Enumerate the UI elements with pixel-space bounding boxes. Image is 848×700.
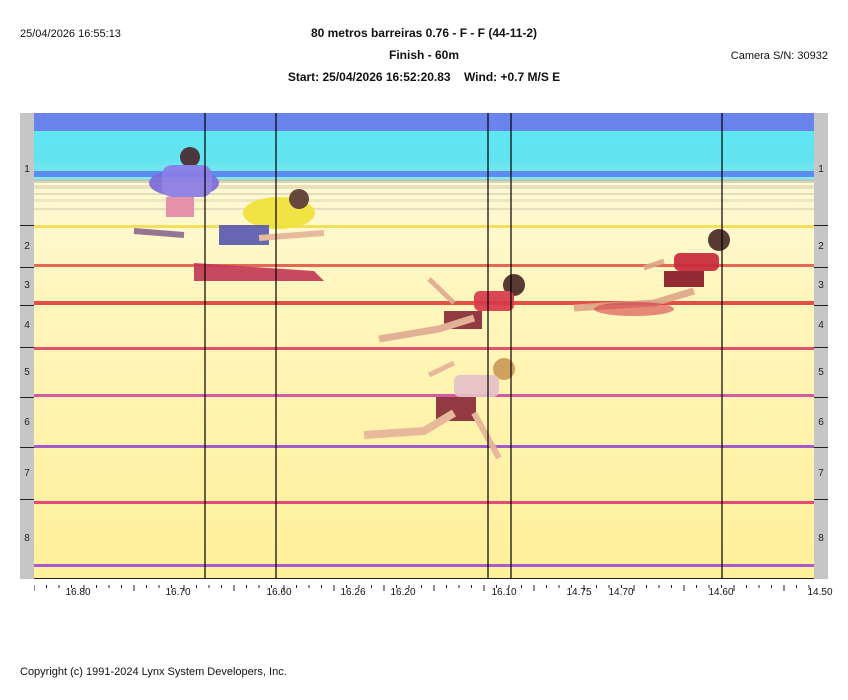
lane-label-2: 2 <box>24 241 30 252</box>
event-title: 80 metros barreiras 0.76 - F - F (44-11-… <box>310 26 538 40</box>
time-label: 16.60 <box>266 587 292 598</box>
lane-tick <box>20 225 34 226</box>
lane-tick <box>814 225 828 226</box>
lane-label-2-right: 2 <box>818 241 824 252</box>
start-time: Start: 25/04/2026 16:52:20.83 <box>287 70 451 84</box>
camera-serial: Camera S/N: 30932 <box>730 50 828 62</box>
lane-label-3: 3 <box>24 280 30 291</box>
lane-label-8-right: 8 <box>818 533 824 544</box>
lane-tick <box>20 305 34 306</box>
lane-label-7-right: 7 <box>818 468 824 479</box>
photo-image <box>34 113 814 579</box>
lane-label-1-right: 1 <box>818 164 824 175</box>
time-label: 16.80 <box>65 587 91 598</box>
time-label: 14.60 <box>708 587 734 598</box>
lane-label-4: 4 <box>24 320 30 331</box>
lane-tick <box>20 347 34 348</box>
ruler-bottom <box>33 578 814 591</box>
lane-label-4-right: 4 <box>818 320 824 331</box>
lane-tick <box>20 447 34 448</box>
time-label: 14.50 <box>807 587 833 598</box>
lane-label-8: 8 <box>24 533 30 544</box>
lane-tick <box>814 267 828 268</box>
wind-reading: Wind: +0.7 M/S E <box>463 70 561 84</box>
lane-tick <box>814 499 828 500</box>
header-datetime: 25/04/2026 16:55:13 <box>20 28 121 40</box>
time-label: 16.10 <box>491 587 517 598</box>
lane-tick <box>814 397 828 398</box>
lane-tick <box>20 267 34 268</box>
athlete-lane-4 <box>378 274 525 343</box>
lane-bar-left <box>20 113 34 579</box>
athlete-lane-2 <box>573 229 730 316</box>
lane-tick <box>20 499 34 500</box>
photo-canvas <box>34 113 814 579</box>
time-label: 16.70 <box>165 587 191 598</box>
lane-label-7: 7 <box>24 468 30 479</box>
lane-tick <box>814 347 828 348</box>
time-label: 16.26 <box>340 587 366 598</box>
time-label: 14.70 <box>608 587 634 598</box>
lane-tick <box>814 447 828 448</box>
time-label: 14.75 <box>566 587 592 598</box>
time-label: 16.20 <box>390 587 416 598</box>
lane-bar-right <box>814 113 828 579</box>
ruler-bottom-ticks <box>33 585 810 591</box>
finish-photo[interactable]: 1 2 3 4 5 6 7 8 1 2 3 4 5 6 7 8 <box>20 113 828 579</box>
finish-label: Finish - 60m <box>388 48 459 62</box>
lane-tick <box>814 305 828 306</box>
lane-label-5-right: 5 <box>818 367 824 378</box>
time-cursor-lines <box>204 113 723 579</box>
copyright-footer: Copyright (c) 1991-2024 Lynx System Deve… <box>20 666 287 678</box>
lane-label-3-right: 3 <box>818 280 824 291</box>
start-wind-line: Start: 25/04/2026 16:52:20.83 Wind: +0.7… <box>224 70 624 84</box>
lane-label-5: 5 <box>24 367 30 378</box>
lane-label-1: 1 <box>24 164 30 175</box>
lane-tick <box>20 397 34 398</box>
athlete-lane-1-2 <box>133 147 325 281</box>
lane-label-6: 6 <box>24 417 30 428</box>
lane-label-6-right: 6 <box>818 417 824 428</box>
lane-lines <box>34 264 814 567</box>
